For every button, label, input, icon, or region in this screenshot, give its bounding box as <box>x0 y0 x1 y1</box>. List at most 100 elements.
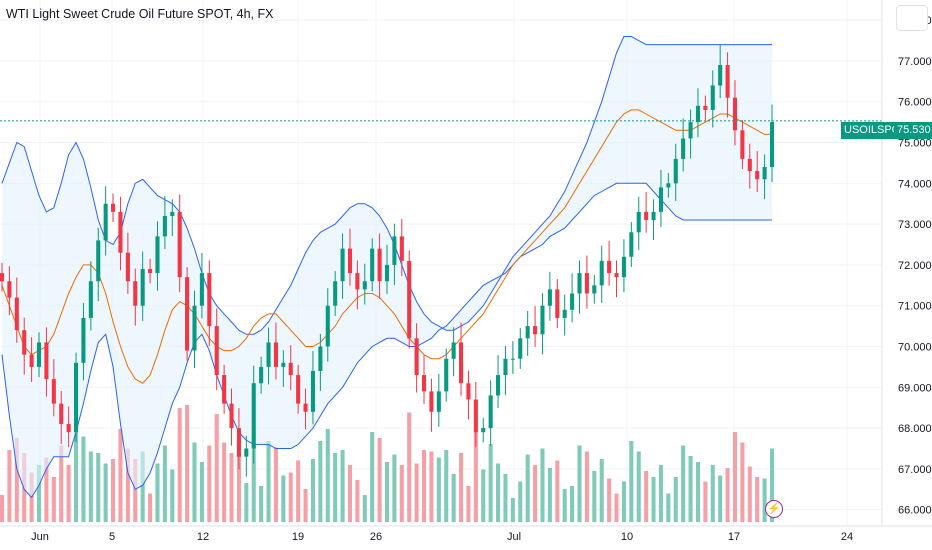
candle-body <box>22 330 27 355</box>
volume-bar <box>266 441 271 522</box>
volume-bar <box>377 438 382 522</box>
candle-body <box>555 289 560 318</box>
candle-body <box>599 260 604 286</box>
candle-body <box>747 158 752 172</box>
candles <box>0 45 775 477</box>
volume-bar <box>710 465 715 522</box>
volume-bar <box>0 495 5 522</box>
candle-body <box>222 375 227 404</box>
volume-bar <box>236 454 241 522</box>
volume-bar <box>636 451 641 522</box>
last-price-tag: 75.530 <box>894 122 932 139</box>
candle-body <box>473 399 478 433</box>
volume-bar <box>629 441 634 522</box>
volume-bar <box>244 483 249 522</box>
candle-body <box>118 211 123 253</box>
volume-bar <box>769 448 775 522</box>
price-tick-label: 68.000 <box>898 423 932 435</box>
volume-bar <box>673 477 678 522</box>
candle-body <box>607 260 612 274</box>
volume-bar <box>207 445 212 522</box>
volume-bar <box>666 493 671 522</box>
volume-bar <box>177 408 182 522</box>
candle-body <box>259 366 264 384</box>
candle-body <box>81 317 86 363</box>
volume-bar <box>155 463 160 522</box>
candle-body <box>688 122 693 139</box>
candle-body <box>103 203 108 241</box>
candle-body <box>414 338 419 376</box>
candle-body <box>177 211 182 278</box>
candle-body <box>281 362 286 367</box>
volume-bar <box>607 478 612 522</box>
price-axis[interactable]: 66.000 67.000 68.000 69.000 70.000 71.000 72.0… <box>898 15 932 517</box>
volume-bar <box>251 426 256 522</box>
candle-body <box>66 424 71 433</box>
volume-bar <box>592 471 597 522</box>
candle-body <box>577 273 582 294</box>
volume-bar <box>436 457 441 522</box>
volume-bar <box>510 498 515 522</box>
candle-body <box>444 358 449 392</box>
candle-body <box>636 211 641 233</box>
volume-bar <box>36 465 42 522</box>
candle-body <box>59 403 64 425</box>
candle-body <box>192 305 197 351</box>
candle-body <box>155 236 160 274</box>
candle-body <box>36 342 42 367</box>
candle-body <box>229 403 234 429</box>
candle-body <box>621 256 626 278</box>
candle-body <box>355 273 360 290</box>
candle-body <box>14 297 19 331</box>
candle-body <box>695 105 700 123</box>
candle-body <box>74 362 79 433</box>
volume-bar <box>148 493 153 522</box>
candle-body <box>207 273 212 327</box>
candle-body <box>325 305 330 347</box>
candle-body <box>518 338 523 359</box>
volume-bar <box>74 403 79 522</box>
candle-body <box>710 85 715 110</box>
volume-bars <box>0 403 775 522</box>
basis-line <box>1 109 772 384</box>
volume-bar <box>384 462 390 522</box>
time-tick-label: 10 <box>621 531 633 543</box>
volume-bar <box>525 454 530 522</box>
candle-body <box>503 358 508 376</box>
candle-body <box>125 252 130 282</box>
settings-box[interactable] <box>896 5 928 31</box>
volume-bar <box>88 451 93 522</box>
volume-bar <box>140 451 145 522</box>
candle-body <box>525 326 530 339</box>
price-tick-label: 70.000 <box>898 342 932 354</box>
volume-bar <box>229 453 234 522</box>
volume-bar <box>333 453 338 522</box>
candle-body <box>303 403 308 412</box>
lightning-icon[interactable]: ⚡ <box>765 500 783 518</box>
volume-bar <box>259 486 264 522</box>
candle-body <box>459 342 464 384</box>
volume-bar <box>318 441 323 522</box>
lower-band-line <box>1 182 772 499</box>
candle-body <box>273 342 278 367</box>
volume-bar <box>370 432 375 522</box>
candle-body <box>7 281 12 298</box>
time-axis[interactable]: Jun 5 12 19 26 Jul 10 17 24 <box>31 531 853 543</box>
volume-bar <box>347 465 353 522</box>
time-tick-label: Jun <box>31 531 49 543</box>
candle-body <box>651 211 656 221</box>
price-tick-label: 71.000 <box>898 301 932 313</box>
candle-body <box>214 326 219 376</box>
volume-bar <box>614 493 619 522</box>
candle-body <box>133 281 138 306</box>
candle-body <box>111 203 116 212</box>
volume-bar <box>44 457 49 522</box>
candle-body <box>629 232 634 257</box>
volume-bar <box>355 480 360 522</box>
candle-body <box>340 248 345 282</box>
candle-body <box>296 375 301 404</box>
volume-bar <box>59 445 64 522</box>
volume-bar <box>732 432 738 522</box>
volume-bar <box>518 481 523 522</box>
